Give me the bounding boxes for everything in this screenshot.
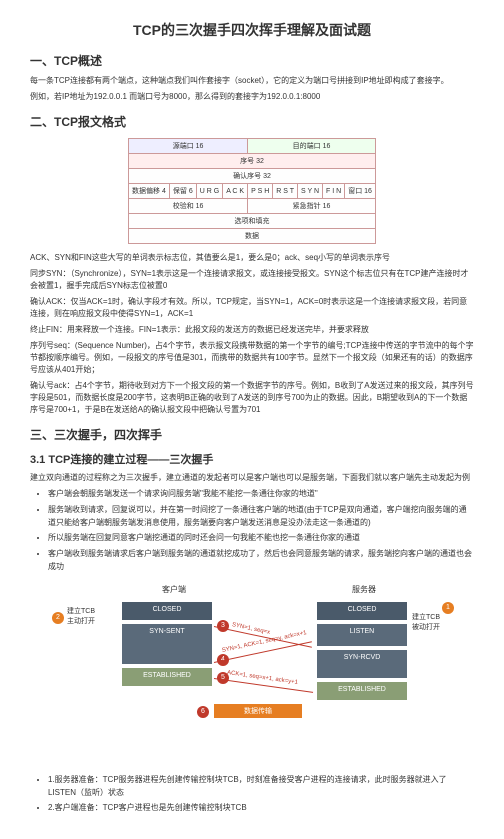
arrow3-label: ACK=1, seq=x+1, ack=y+1 (227, 670, 299, 686)
right-note1: 建立TCB (412, 612, 440, 622)
client-closed: CLOSED (122, 602, 212, 620)
steps-list: 客户端会朝服务端发送一个请求询问服务端"我能不能挖一条通往你家的地道" 服务端收… (48, 488, 474, 574)
window: 窗口 16 (345, 184, 376, 199)
section3-heading: 三、三次握手，四次挥手 (30, 426, 474, 443)
fin-flag: F I N (323, 184, 345, 199)
s1-p2: 例如，若IP地址为192.0.0.1 而端口号为8000，那么得到的套接字为19… (30, 91, 474, 103)
tcp-header-table: 源端口 16目的端口 16 序号 32 确认序号 32 数据偏移 4 保留 6 … (128, 138, 376, 244)
step-3: 所以服务端在回复同意客户端挖通道的同时还会问一句我能不能也挖一条通往你家的通道 (48, 532, 474, 545)
desc-p3: 确认ACK：仅当ACK=1时，确认字段才有效。所以，TCP规定，当SYN=1，A… (30, 296, 474, 320)
desc-p6: 确认号ack：占4个字节，期待收到对方下一个报文段的第一个数据字节的序号。例如，… (30, 380, 474, 416)
bottom-list: 1.服务器准备：TCP服务器进程先创建传输控制块TCB，时刻准备接受客户进程的连… (48, 774, 474, 815)
syn-rcvd-box: SYN-RCVD (317, 650, 407, 678)
circle-1: 1 (442, 602, 454, 614)
bottom-1: 1.服务器准备：TCP服务器进程先创建传输控制块TCB，时刻准备接受客户进程的连… (48, 774, 474, 800)
desc-p4: 终止FIN：用来释放一个连接。FIN=1表示：此报文段的发送方的数据已经发送完毕… (30, 324, 474, 336)
urg-flag: U R G (196, 184, 222, 199)
section2-heading: 二、TCP报文格式 (30, 113, 474, 130)
server-closed: CLOSED (317, 602, 407, 620)
checksum: 校验和 16 (129, 199, 248, 214)
s3-p1: 建立双向通道的过程称之为三次握手，建立通道的发起者可以是客户端也可以是服务端，下… (30, 472, 474, 484)
left-note1: 建立TCB (67, 606, 95, 616)
data-offset: 数据偏移 4 (129, 184, 170, 199)
syn-sent-box: SYN-SENT (122, 624, 212, 664)
desc-p2: 同步SYN：（Synchronize），SYN=1表示这是一个连接请求报文，或连… (30, 268, 474, 292)
desc-p5: 序列号seq：(Sequence Number)，占4个字节，表示报文段携带数据… (30, 340, 474, 376)
left-note2: 主动打开 (67, 616, 95, 626)
data-field: 数据 (129, 229, 376, 244)
rst-flag: R S T (273, 184, 298, 199)
s1-p1: 每一条TCP连接都有两个端点，这种端点我们叫作套接字（socket），它的定义为… (30, 75, 474, 87)
section3-sub: 3.1 TCP连接的建立过程——三次握手 (30, 451, 474, 467)
client-label: 客户端 (162, 584, 186, 595)
data-transfer: 数据传输 (214, 704, 302, 718)
dst-port: 目的端口 16 (248, 139, 376, 154)
server-label: 服务器 (352, 584, 376, 595)
handshake-diagram: 客户端 服务器 2 建立TCB 主动打开 1 建立TCB 被动打开 CLOSED… (32, 584, 472, 764)
options: 选项和填充 (129, 214, 376, 229)
psh-flag: P S H (248, 184, 273, 199)
server-est: ESTABLISHED (317, 682, 407, 700)
src-port: 源端口 16 (129, 139, 248, 154)
right-note2: 被动打开 (412, 622, 440, 632)
ack-flag: A C K (223, 184, 248, 199)
step-2: 服务端收到请求，回复说可以，并在第一时间挖了一条通往客户端的地道(由于TCP是双… (48, 504, 474, 530)
reserved: 保留 6 (169, 184, 196, 199)
section1-heading: 一、TCP概述 (30, 52, 474, 69)
circle-6: 6 (197, 706, 209, 718)
client-est: ESTABLISHED (122, 668, 212, 686)
step-4: 客户端收到服务端请求后客户端到服务端的通道就挖成功了，然后也会同意服务端的请求，… (48, 548, 474, 574)
syn-flag: S Y N (298, 184, 323, 199)
page-title: TCP的三次握手四次挥手理解及面试题 (30, 20, 474, 40)
urg-ptr: 紧急指针 16 (248, 199, 376, 214)
desc-p1: ACK、SYN和FIN这些大写的单词表示标志位，其值要么是1，要么是0；ack、… (30, 252, 474, 264)
step-1: 客户端会朝服务端发送一个请求询问服务端"我能不能挖一条通往你家的地道" (48, 488, 474, 501)
ack-num: 确认序号 32 (129, 169, 376, 184)
seq-num: 序号 32 (129, 154, 376, 169)
listen-box: LISTEN (317, 624, 407, 646)
circle-2: 2 (52, 612, 64, 624)
bottom-2: 2.客户端准备：TCP客户进程也是先创建传输控制块TCB (48, 802, 474, 815)
